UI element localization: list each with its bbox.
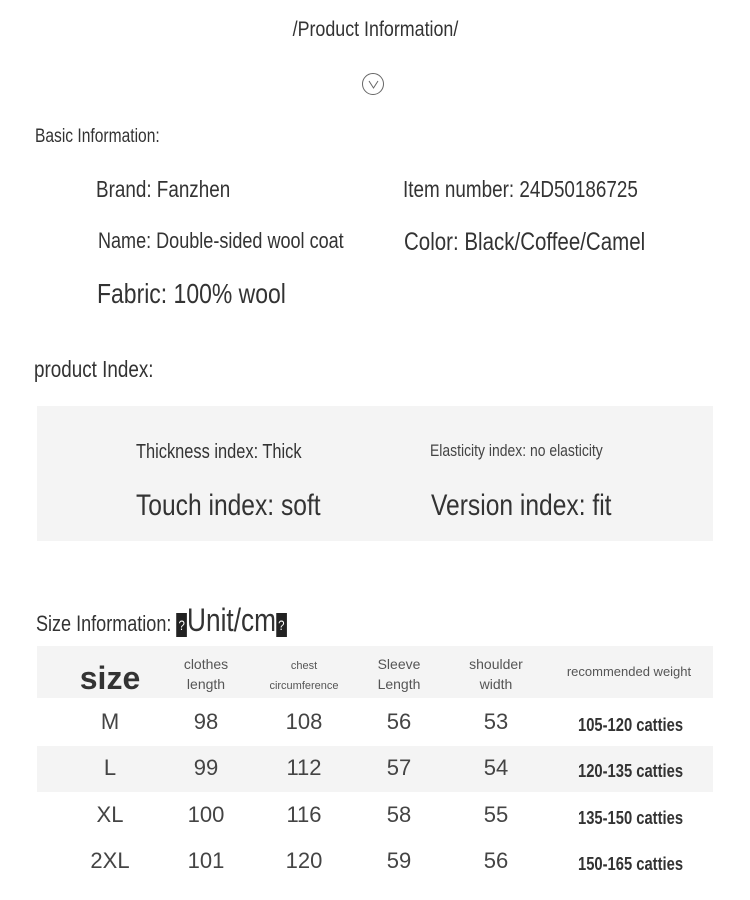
fabric-text: Fabric: 100% wool — [97, 278, 286, 309]
column-header: chest circumference — [234, 656, 374, 696]
unit-text: Unit/cm — [187, 602, 276, 638]
column-header: shoulder width — [426, 654, 566, 694]
table-cell: 59 — [386, 848, 412, 873]
page-title: /Product Information/ — [292, 18, 458, 41]
version-index: Version index: fit — [431, 489, 612, 522]
header-line: circumference — [269, 680, 339, 692]
table-cell: M — [100, 709, 120, 734]
table-cell: 56 — [483, 848, 509, 873]
index-panel — [37, 406, 713, 541]
table-cell: 55 — [483, 802, 509, 827]
table-cell: L — [103, 755, 117, 780]
table-cell: 99 — [193, 755, 219, 780]
header-line: length — [186, 676, 226, 692]
header-line: width — [479, 676, 513, 692]
header-line: shoulder — [469, 656, 523, 672]
size-heading-text: Size Information: — [36, 611, 172, 636]
weight-cell: 120-135 catties — [578, 761, 684, 781]
basic-info-heading: Basic Information: — [35, 126, 160, 147]
header-line: recommended weight — [566, 664, 692, 679]
header-line: clothes — [183, 656, 229, 672]
header-line: Sleeve — [377, 656, 421, 672]
elasticity-index: Elasticity index: no elasticity — [430, 441, 603, 460]
table-cell: 98 — [193, 709, 219, 734]
size-info-heading: Size Information: ?Unit/cm? — [36, 602, 287, 639]
table-cell: 56 — [386, 709, 412, 734]
name-text: Name: Double-sided wool coat — [98, 228, 344, 253]
weight-cell: 150-165 catties — [578, 854, 684, 874]
bracket-glyph: ? — [275, 613, 287, 638]
header-line: size — [79, 660, 141, 696]
bracket-glyph: ? — [176, 613, 188, 638]
table-cell: 54 — [483, 755, 509, 780]
table-cell: 100 — [187, 802, 225, 827]
column-header: size — [40, 658, 180, 698]
header-line: chest — [290, 660, 318, 672]
product-index-heading: product Index: — [34, 356, 154, 382]
table-cell: 58 — [386, 802, 412, 827]
touch-index: Touch index: soft — [136, 489, 321, 522]
chevron-down-circle-icon — [362, 73, 384, 95]
table-cell: 112 — [286, 755, 322, 780]
color-text: Color: Black/Coffee/Camel — [404, 228, 646, 256]
table-cell: 57 — [386, 755, 412, 780]
table-cell: 101 — [187, 848, 225, 873]
column-header: Sleeve Length — [329, 654, 469, 694]
table-cell: 108 — [285, 709, 323, 734]
brand-text: Brand: Fanzhen — [96, 176, 231, 202]
weight-cell: 135-150 catties — [578, 808, 684, 828]
header-line: Length — [377, 676, 421, 692]
table-cell: XL — [96, 802, 124, 827]
item-number-text: Item number: 24D50186725 — [403, 176, 638, 202]
table-cell: 53 — [483, 709, 509, 734]
table-cell: 120 — [285, 848, 323, 873]
table-cell: 116 — [286, 802, 322, 827]
size-table-header-bg — [37, 646, 713, 698]
table-cell: 2XL — [90, 848, 130, 873]
column-header: recommended weight — [559, 662, 699, 682]
column-header: clothes length — [136, 654, 276, 694]
thickness-index: Thickness index: Thick — [136, 441, 302, 463]
size-table-row-band — [37, 746, 713, 792]
weight-cell: 105-120 catties — [578, 715, 684, 735]
